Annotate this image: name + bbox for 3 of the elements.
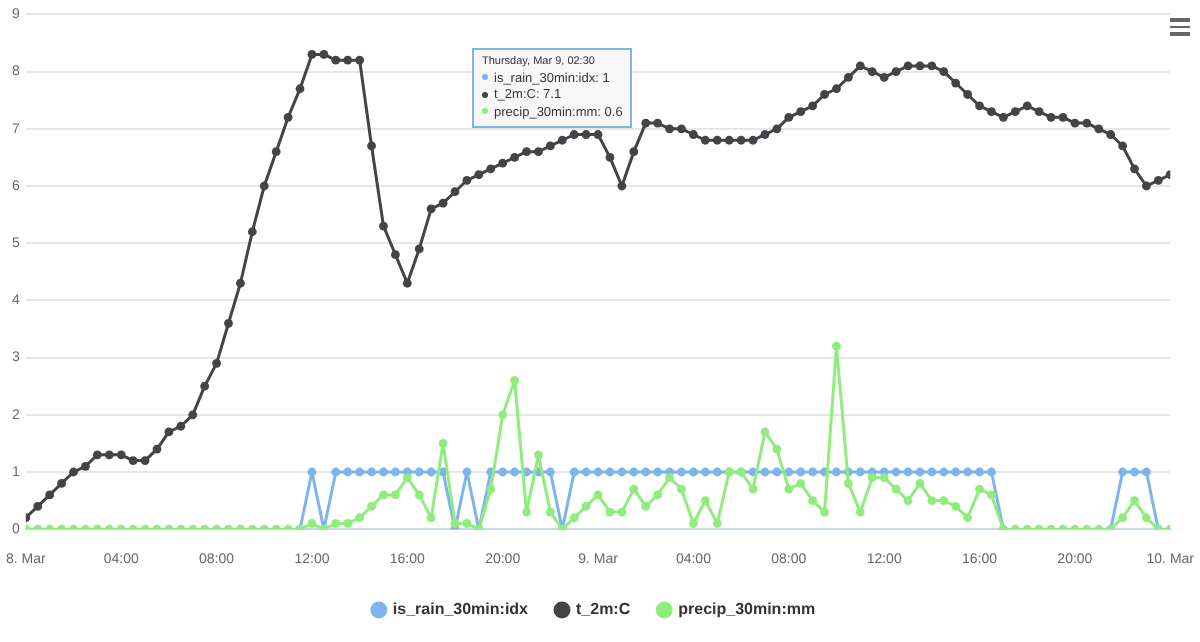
legend-label: t_2m:C [576, 600, 631, 619]
legend-label: precip_30min:mm [678, 600, 816, 619]
legend-label: is_rain_30min:idx [392, 600, 530, 619]
